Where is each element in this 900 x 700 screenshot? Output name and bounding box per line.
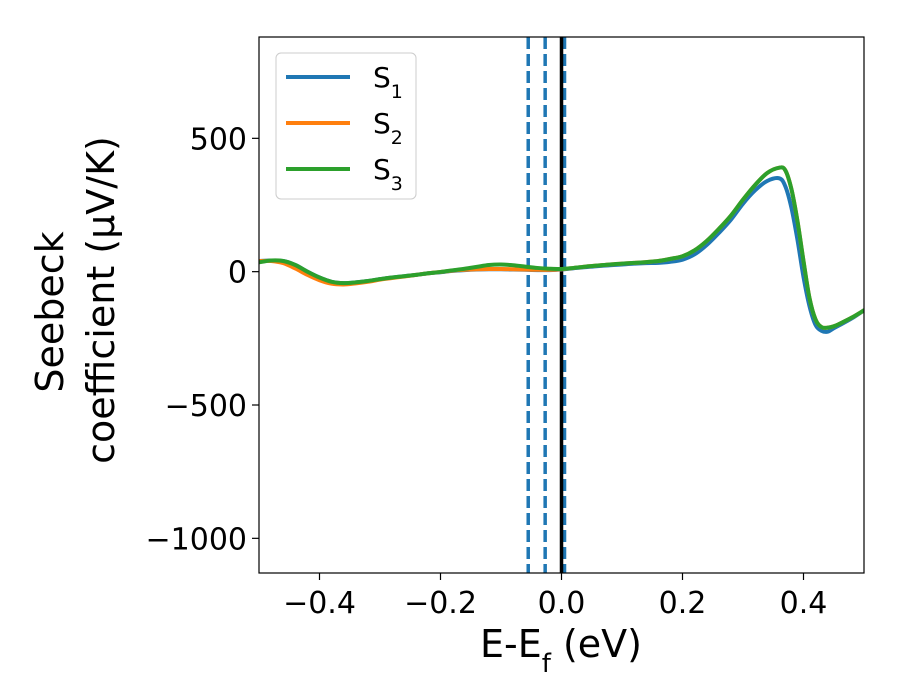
- x-tick-label: 0.2: [659, 586, 707, 621]
- plot-frame: [258, 36, 865, 574]
- x-tick-label: 0.0: [538, 586, 586, 621]
- x-axis-label: E-Ef (eV): [480, 622, 642, 679]
- legend-box: [275, 52, 417, 200]
- x-tick-label: 0.4: [780, 586, 828, 621]
- axis-ticks: −0.4 −0.2 0.0 0.2 0.4 −1000 −500 0 500: [146, 122, 828, 621]
- y-tick-label: −1000: [146, 522, 247, 557]
- x-tick-label: −0.2: [404, 586, 477, 621]
- legend-label-s3: S3: [373, 153, 403, 195]
- plot-area: [259, 37, 864, 573]
- y-tick-label: −500: [165, 389, 247, 424]
- y-axis-label-line1: Seebeck: [28, 231, 72, 392]
- y-tick-label: 0: [228, 256, 247, 291]
- legend-label-s1: S1: [373, 61, 403, 103]
- y-axis-label-line2: coefficient (μV/K): [79, 136, 123, 464]
- legend-label-s2: S2: [373, 107, 403, 149]
- x-tick-label: −0.4: [283, 586, 356, 621]
- y-tick-label: 500: [190, 122, 247, 157]
- series-line-s3: [259, 165, 864, 330]
